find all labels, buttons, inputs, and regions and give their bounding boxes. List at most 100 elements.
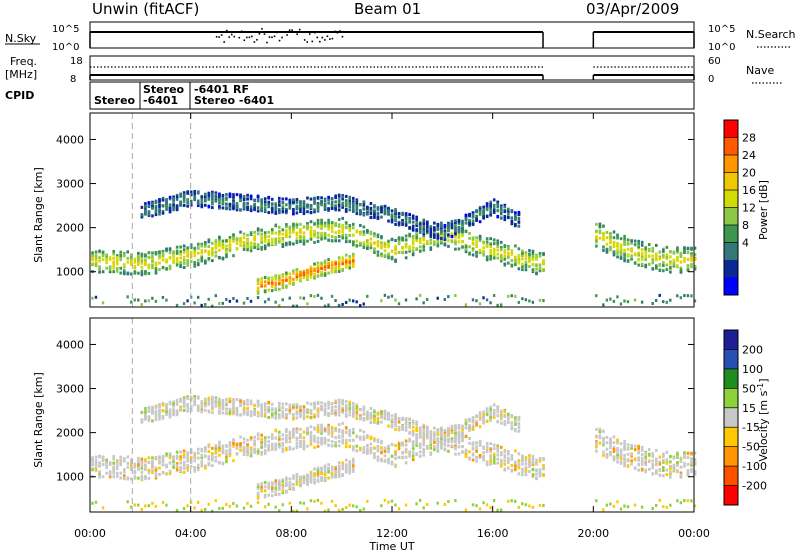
power-cell [281,210,285,214]
power-cell [225,255,228,259]
velocity-cell [380,415,383,419]
velocity-cell [366,434,369,438]
velocity-cell [316,479,320,483]
power-cell [602,233,605,237]
power-cell [337,265,341,269]
nsky-point [276,31,278,34]
power-cell [362,200,366,204]
power-cell [323,223,327,227]
power-cell [186,191,189,195]
velocity-cell [246,449,249,453]
power-cell [330,221,334,225]
power-cell [686,264,690,268]
velocity-cell [295,416,299,420]
power-cell [232,195,235,199]
velocity-cell [306,432,309,436]
velocity-cell [468,427,471,431]
velocity-cell [232,410,235,414]
power-cell [130,262,133,266]
power-cell [454,230,457,234]
power-cell [196,199,200,203]
velocity-cell [151,464,154,468]
power-cell [281,205,285,209]
velocity-cell [228,443,232,447]
power-cell [510,294,513,298]
power-cell [122,269,126,273]
power-cell [535,264,538,268]
velocity-cell [330,465,334,469]
velocity-cell [172,409,175,413]
power-cell [542,252,545,256]
velocity-cell [351,431,355,435]
power-cell [351,205,355,209]
power-cell [154,213,158,217]
power-cell [295,277,299,281]
power-cell [499,209,503,213]
velocity-cell [404,461,408,465]
velocity-cell [468,424,471,428]
power-cell [425,231,429,235]
velocity-cell [253,442,256,446]
power-cell [204,261,207,265]
power-cell [186,254,189,258]
velocity-cell [225,401,228,405]
velocity-cell [147,471,151,475]
velocity-cell [274,428,278,432]
power-cell [175,251,179,255]
power-cell [130,260,133,264]
velocity-cell [330,472,334,476]
velocity-cell [172,463,175,467]
power-cell [598,222,602,226]
velocity-cell [344,430,348,434]
power-cell [274,208,278,212]
velocity-cell [496,407,500,411]
power-cell [98,267,101,271]
velocity-cell [239,435,242,439]
power-cell [461,230,464,234]
power-cell [686,268,690,272]
velocity-cell [337,470,341,474]
velocity-cell [447,440,450,444]
power-cell [644,265,648,269]
power-cell [182,251,186,255]
power-cell [299,210,302,214]
power-cell [387,209,390,213]
power-cell [91,263,94,267]
nsearch-label: N.Search [746,28,796,41]
power-cell [267,288,271,292]
power-cell [330,260,334,264]
velocity-cell [218,403,221,407]
power-cell [189,190,193,194]
power-cell [316,231,320,235]
velocity-cell [175,456,179,460]
power-cell [461,240,464,244]
power-cell [151,254,154,258]
power-cell [256,278,260,282]
power-cell [101,254,105,258]
nsky-trace [89,28,695,48]
velocity-cell [182,463,186,467]
velocity-cell [496,449,500,453]
power-cell [640,257,644,261]
power-cell [189,255,193,259]
velocity-cell [404,455,408,459]
power-cell [531,255,535,259]
velocity-cell [313,404,316,408]
velocity-cell [281,415,285,419]
power-cell [218,198,221,202]
velocity-cell [418,498,422,502]
velocity-cell [189,404,193,408]
power-cell [401,223,404,227]
velocity-cell [334,504,337,508]
velocity-cell [436,432,440,436]
power-cell [175,193,179,197]
power-cell [418,240,422,244]
velocity-cell [485,420,489,424]
velocity-cell [225,411,228,415]
velocity-cell [425,430,429,434]
velocity-cell [218,444,221,448]
power-cell [320,199,323,203]
velocity-cell [182,408,186,412]
power-cell [366,247,369,251]
velocity-cell [235,504,239,508]
